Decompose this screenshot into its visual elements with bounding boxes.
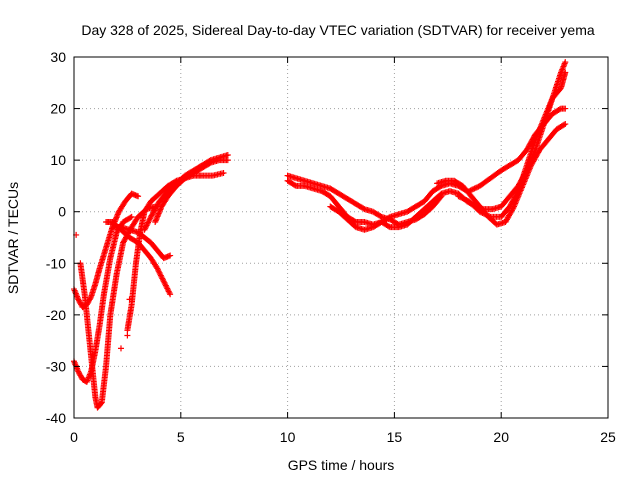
y-tick-label: 30 bbox=[50, 49, 66, 65]
data-point-interpolated bbox=[458, 194, 465, 201]
data-point bbox=[126, 296, 133, 303]
series-6 bbox=[109, 224, 174, 262]
series-4 bbox=[124, 170, 227, 334]
data-point-interpolated bbox=[479, 210, 486, 217]
data-point-interpolated bbox=[484, 212, 491, 219]
data-point-interpolated bbox=[360, 205, 367, 212]
chart-title: Day 328 of 2025, Sidereal Day-to-day VTE… bbox=[81, 22, 594, 38]
data-point bbox=[562, 59, 569, 66]
series-5 bbox=[103, 219, 174, 298]
data-point-interpolated bbox=[482, 211, 489, 218]
x-tick-label: 0 bbox=[70, 429, 78, 445]
data-point-interpolated bbox=[470, 186, 477, 193]
data-point bbox=[117, 345, 124, 352]
data-point-interpolated bbox=[87, 295, 94, 302]
data-point-interpolated bbox=[456, 193, 463, 200]
y-tick-label: -20 bbox=[46, 307, 66, 323]
data-point bbox=[167, 252, 174, 259]
y-tick-label: -10 bbox=[46, 255, 66, 271]
data-point-interpolated bbox=[514, 189, 521, 196]
data-point-interpolated bbox=[460, 195, 467, 202]
x-tick-label: 20 bbox=[493, 429, 509, 445]
x-tick-label: 15 bbox=[387, 429, 403, 445]
y-tick-label: -40 bbox=[46, 410, 66, 426]
data-point-interpolated bbox=[127, 214, 134, 221]
data-point bbox=[562, 105, 569, 112]
series-14 bbox=[466, 105, 569, 195]
grid bbox=[74, 57, 608, 418]
data-point-interpolated bbox=[459, 195, 466, 202]
axis-ticks: 0 5 10 15 20 25 -40 -30 -20 -10 0 10 20 30 bbox=[46, 49, 616, 445]
data-point-interpolated bbox=[486, 213, 493, 220]
data-point-interpolated bbox=[561, 121, 568, 128]
y-tick-label: 0 bbox=[58, 204, 66, 220]
data-point-interpolated bbox=[377, 213, 384, 220]
data-point-interpolated bbox=[206, 160, 213, 167]
x-tick-label: 25 bbox=[600, 429, 616, 445]
y-axis-label: SDTVAR / TECUs bbox=[5, 182, 21, 294]
data-point bbox=[220, 170, 227, 177]
data-point-interpolated bbox=[556, 106, 563, 113]
y-tick-label: 10 bbox=[50, 152, 66, 168]
data-point bbox=[135, 193, 142, 200]
data-point bbox=[476, 208, 483, 215]
data-point-interpolated bbox=[291, 182, 298, 189]
data-point bbox=[562, 121, 569, 128]
x-axis-label: GPS time / hours bbox=[288, 457, 395, 473]
data-point bbox=[224, 151, 231, 158]
x-tick-label: 10 bbox=[280, 429, 296, 445]
series-15 bbox=[73, 231, 133, 352]
data-point-interpolated bbox=[97, 400, 104, 407]
data-point bbox=[224, 157, 231, 164]
data-point-interpolated bbox=[472, 184, 479, 191]
x-tick-label: 5 bbox=[177, 429, 185, 445]
data-point-interpolated bbox=[462, 196, 469, 203]
data-point-interpolated bbox=[467, 187, 474, 194]
series-3 bbox=[77, 203, 159, 411]
data-point bbox=[466, 188, 473, 195]
data-point-interpolated bbox=[468, 186, 475, 193]
series-9 bbox=[284, 177, 471, 228]
data-point-interpolated bbox=[480, 210, 487, 217]
data-point-interpolated bbox=[471, 185, 478, 192]
data-point bbox=[124, 332, 131, 339]
data-point-interpolated bbox=[474, 184, 481, 191]
data-point bbox=[167, 291, 174, 298]
y-tick-label: -30 bbox=[46, 358, 66, 374]
data-point-interpolated bbox=[478, 209, 485, 216]
data-point bbox=[128, 213, 135, 220]
series-13 bbox=[455, 69, 569, 220]
data-marks bbox=[71, 59, 569, 411]
series-8 bbox=[152, 157, 231, 226]
data-point bbox=[455, 193, 462, 200]
data-point-interpolated bbox=[463, 197, 470, 204]
data-point-interpolated bbox=[385, 223, 392, 230]
data-point bbox=[562, 69, 569, 76]
plot-frame bbox=[73, 56, 609, 419]
data-point-interpolated bbox=[483, 211, 490, 218]
y-tick-label: 20 bbox=[50, 101, 66, 117]
